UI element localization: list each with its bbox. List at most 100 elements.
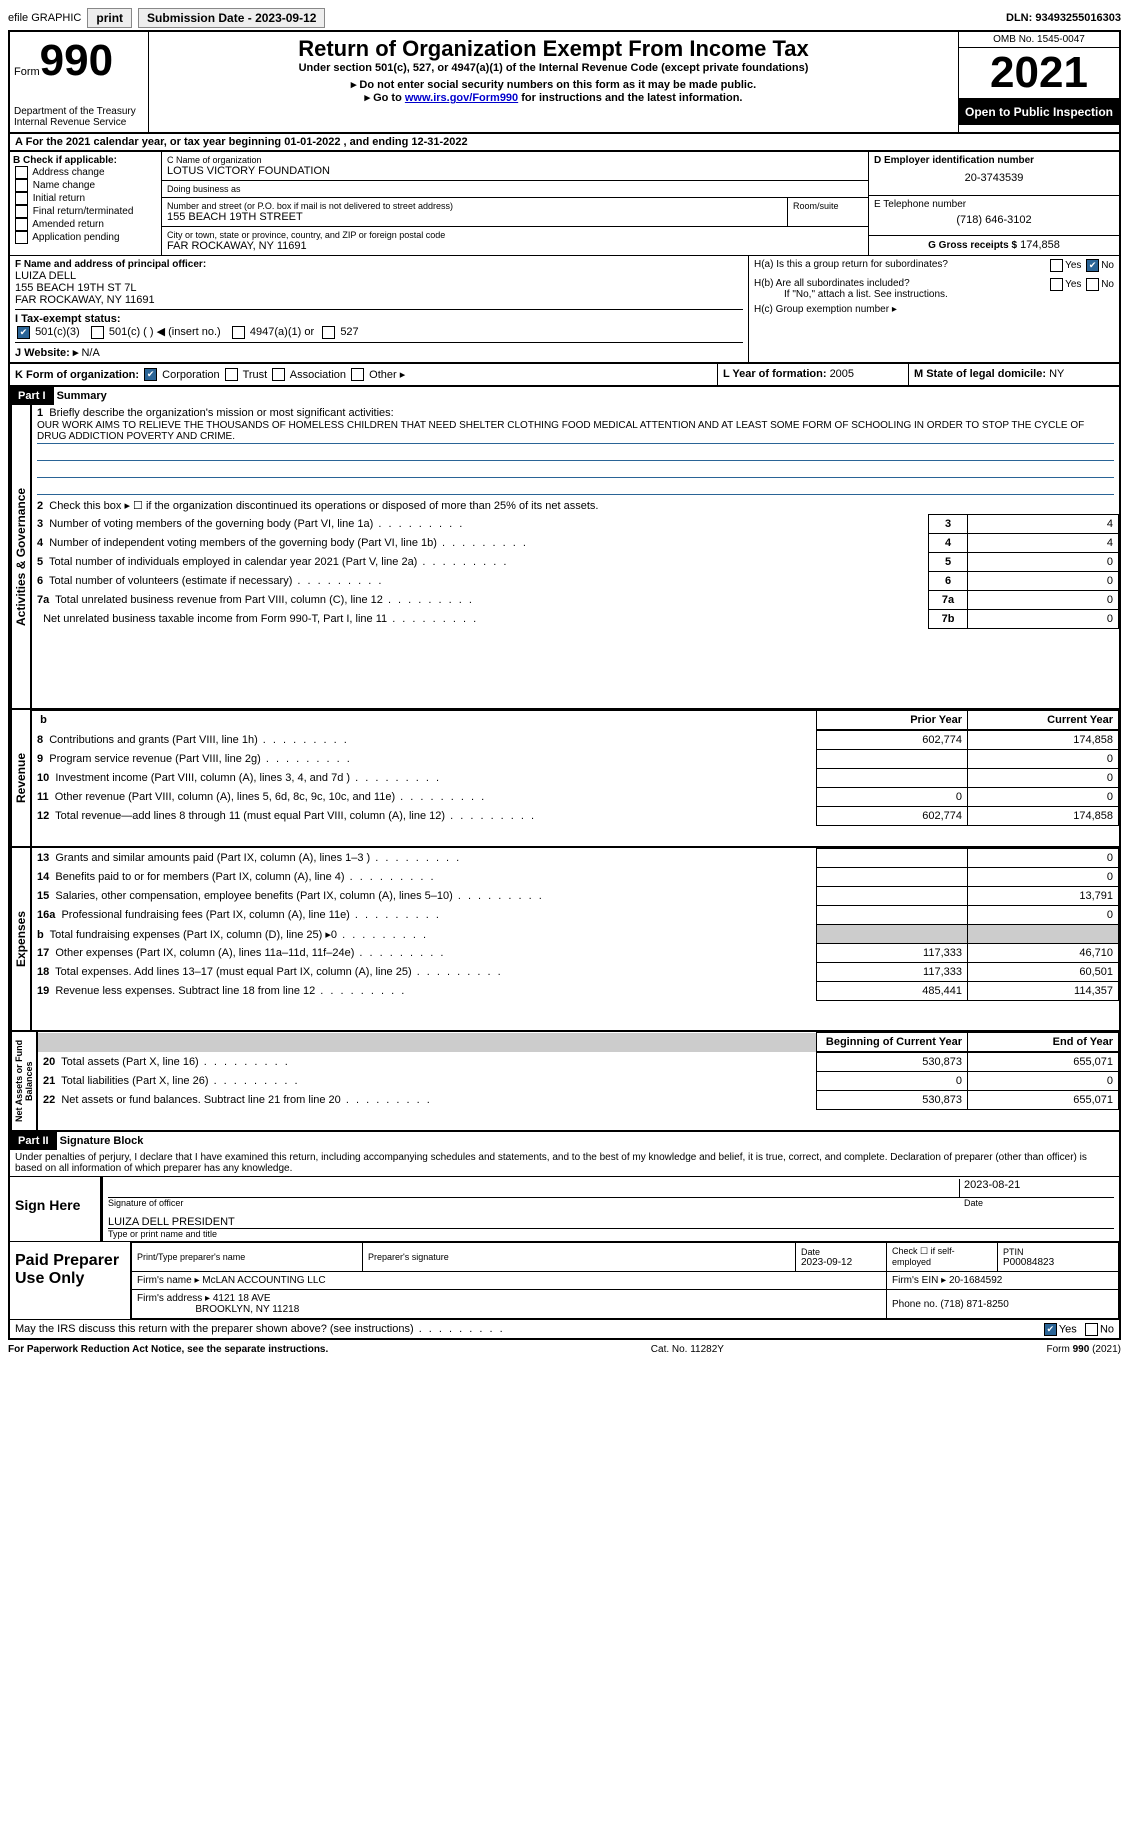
table-row: 5 Total number of individuals employed i… <box>32 553 1119 572</box>
ptin-label: PTIN <box>1003 1247 1113 1257</box>
efile-label: efile GRAPHIC <box>8 12 81 24</box>
note-link: ▸ Go to www.irs.gov/Form990 for instruct… <box>153 91 954 104</box>
hb-no[interactable] <box>1086 278 1099 291</box>
table-row: 12 Total revenue—add lines 8 through 11 … <box>32 807 1119 826</box>
org-name-label: C Name of organization <box>167 155 863 165</box>
table-row: b Total fundraising expenses (Part IX, c… <box>32 925 1119 944</box>
table-row: 10 Investment income (Part VIII, column … <box>32 769 1119 788</box>
check-other[interactable] <box>351 368 364 381</box>
year-formation: 2005 <box>830 368 854 380</box>
dln: DLN: 93493255016303 <box>1006 12 1121 24</box>
discuss-label: May the IRS discuss this return with the… <box>15 1323 414 1335</box>
governance-table: 3 Number of voting members of the govern… <box>32 514 1119 629</box>
declaration: Under penalties of perjury, I declare th… <box>10 1150 1119 1176</box>
table-row: 14 Benefits paid to or for members (Part… <box>32 868 1119 887</box>
part2-header: Part II <box>10 1132 57 1150</box>
table-row: 16a Professional fundraising fees (Part … <box>32 906 1119 925</box>
table-row: 9 Program service revenue (Part VIII, li… <box>32 750 1119 769</box>
top-bar: efile GRAPHIC print Submission Date - 20… <box>8 8 1121 32</box>
revenue-table: 8 Contributions and grants (Part VIII, l… <box>32 730 1119 826</box>
website-value: N/A <box>81 347 99 359</box>
ein-label: D Employer identification number <box>874 155 1114 166</box>
note-ssn: ▸ Do not enter social security numbers o… <box>153 78 954 91</box>
discuss-yes[interactable] <box>1044 1323 1057 1336</box>
prep-phone: (718) 871-8250 <box>940 1299 1008 1310</box>
check-trust[interactable] <box>225 368 238 381</box>
gross-label: G Gross receipts $ <box>928 240 1017 251</box>
state-domicile-label: M State of legal domicile: <box>914 368 1049 380</box>
officer-addr1: 155 BEACH 19TH ST 7L <box>15 282 743 294</box>
phone-label: E Telephone number <box>874 199 1114 210</box>
officer-print-name: LUIZA DELL PRESIDENT <box>108 1216 1114 1229</box>
prep-sig-label: Preparer's signature <box>368 1252 790 1262</box>
table-row: 15 Salaries, other compensation, employe… <box>32 887 1119 906</box>
table-row: 6 Total number of volunteers (estimate i… <box>32 572 1119 591</box>
tax-status-label: I Tax-exempt status: <box>15 313 121 325</box>
room-label: Room/suite <box>793 201 863 211</box>
check-501c[interactable] <box>91 326 104 339</box>
officer-name: LUIZA DELL <box>15 270 743 282</box>
h-c: H(c) Group exemption number ▸ <box>754 304 1114 315</box>
paid-preparer-label: Paid Preparer Use Only <box>10 1242 130 1319</box>
line-a: A For the 2021 calendar year, or tax yea… <box>8 134 1121 150</box>
vert-net: Net Assets or Fund Balances <box>10 1032 38 1130</box>
officer-name-label: Type or print name and title <box>108 1229 1114 1239</box>
discuss-no[interactable] <box>1085 1323 1098 1336</box>
submission-date-button[interactable]: Submission Date - 2023-09-12 <box>138 8 325 28</box>
street: 155 BEACH 19TH STREET <box>167 211 782 223</box>
dept-treasury: Department of the Treasury Internal Reve… <box>14 106 144 128</box>
pra-notice: For Paperwork Reduction Act Notice, see … <box>8 1344 328 1355</box>
table-row: 8 Contributions and grants (Part VIII, l… <box>32 731 1119 750</box>
check-527[interactable] <box>322 326 335 339</box>
table-row: 22 Net assets or fund balances. Subtract… <box>38 1091 1119 1110</box>
table-row: 19 Revenue less expenses. Subtract line … <box>32 982 1119 1001</box>
check-corp[interactable] <box>144 368 157 381</box>
table-row: Net unrelated business taxable income fr… <box>32 610 1119 629</box>
form-subtitle: Under section 501(c), 527, or 4947(a)(1)… <box>153 62 954 74</box>
sig-officer-label: Signature of officer <box>108 1198 964 1208</box>
street-label: Number and street (or P.O. box if mail i… <box>167 201 782 211</box>
city-label: City or town, state or province, country… <box>167 230 863 240</box>
print-button[interactable]: print <box>87 8 132 28</box>
section-b: B Check if applicable: Address change Na… <box>10 152 162 255</box>
part1-title: Summary <box>57 390 107 402</box>
form-footer: Form 990 (2021) <box>1047 1344 1121 1355</box>
ein-value: 20-3743539 <box>874 172 1114 184</box>
check-name[interactable]: Name change <box>13 179 158 192</box>
firm-addr1: 4121 18 AVE <box>213 1293 271 1304</box>
end-year-header: End of Year <box>968 1033 1119 1052</box>
check-assoc[interactable] <box>272 368 285 381</box>
phone-value: (718) 646-3102 <box>874 214 1114 226</box>
ha-no[interactable] <box>1086 259 1099 272</box>
cat-no: Cat. No. 11282Y <box>651 1344 724 1355</box>
firm-addr2: BROOKLYN, NY 11218 <box>195 1304 299 1315</box>
h-a: H(a) Is this a group return for subordin… <box>754 259 1114 270</box>
check-pending[interactable]: Application pending <box>13 231 158 244</box>
year-formation-label: L Year of formation: <box>723 368 830 380</box>
open-to-public: Open to Public Inspection <box>959 99 1119 125</box>
vert-activities: Activities & Governance <box>10 405 32 708</box>
ptin: P00084823 <box>1003 1257 1054 1268</box>
form-header: Form990 Department of the Treasury Inter… <box>8 32 1121 134</box>
check-final[interactable]: Final return/terminated <box>13 205 158 218</box>
mission-text: OUR WORK AIMS TO RELIEVE THE THOUSANDS O… <box>37 419 1114 444</box>
check-address[interactable]: Address change <box>13 166 158 179</box>
check-501c3[interactable] <box>17 326 30 339</box>
ha-yes[interactable] <box>1050 259 1063 272</box>
table-row: 3 Number of voting members of the govern… <box>32 515 1119 534</box>
tax-year: 2021 <box>959 48 1119 99</box>
table-row: 11 Other revenue (Part VIII, column (A),… <box>32 788 1119 807</box>
state-domicile: NY <box>1049 368 1064 380</box>
irs-link[interactable]: www.irs.gov/Form990 <box>405 92 518 104</box>
q2-label: Check this box ▸ ☐ if the organization d… <box>49 500 598 512</box>
hb-yes[interactable] <box>1050 278 1063 291</box>
check-initial[interactable]: Initial return <box>13 192 158 205</box>
sig-officer-field[interactable] <box>108 1179 959 1198</box>
check-self: Check ☐ if self-employed <box>892 1246 955 1267</box>
page-footer: For Paperwork Reduction Act Notice, see … <box>8 1344 1121 1355</box>
check-amended[interactable]: Amended return <box>13 218 158 231</box>
part2-title: Signature Block <box>60 1135 144 1147</box>
check-4947[interactable] <box>232 326 245 339</box>
prep-date: 2023-09-12 <box>801 1257 852 1268</box>
net-table: 20 Total assets (Part X, line 16)530,873… <box>38 1052 1119 1110</box>
